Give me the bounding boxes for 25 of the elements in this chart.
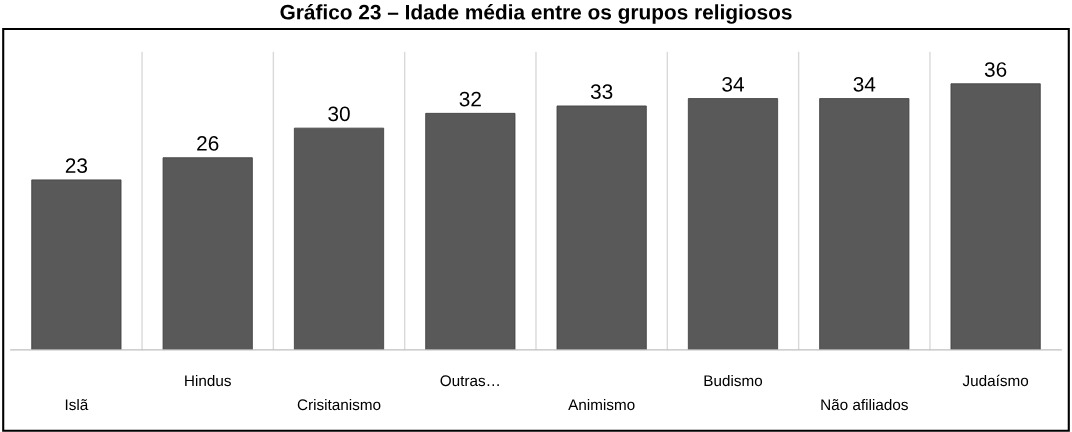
data-label: 34 (853, 76, 876, 92)
data-label: 36 (984, 62, 1007, 77)
data-label: 30 (328, 106, 350, 122)
x-tick-label: Crisitanismo (297, 398, 381, 411)
x-tick-label: Islã (65, 398, 89, 411)
bar (31, 179, 122, 350)
x-tick-label: Animismo (568, 398, 635, 411)
bar (819, 98, 910, 350)
x-tick-label: Budismo (704, 374, 763, 387)
x-tick-label: Outras… (440, 375, 499, 387)
bar (425, 112, 516, 350)
bar (162, 157, 253, 350)
bar (950, 83, 1041, 350)
data-label: 26 (197, 136, 219, 151)
data-label: 34 (722, 76, 744, 92)
chart-title: Gráfico 23 – Idade média entre os grupos religiosos (280, 4, 792, 24)
x-tick-label: Não afiliados (821, 398, 908, 411)
data-label: 32 (459, 91, 481, 107)
data-label: 33 (590, 84, 613, 100)
data-label: 23 (65, 158, 88, 173)
x-tick-label: Judaísmo (962, 374, 1029, 387)
bar (687, 98, 779, 350)
bar (293, 127, 385, 350)
x-tick-label: Hindus (185, 374, 231, 387)
bar (556, 105, 647, 350)
